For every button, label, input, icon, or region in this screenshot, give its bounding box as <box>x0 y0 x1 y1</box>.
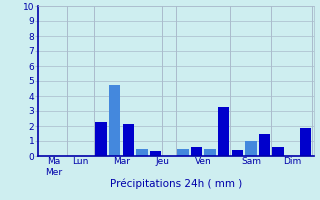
Bar <box>245 141 257 156</box>
Bar <box>109 85 121 156</box>
Bar <box>177 149 188 156</box>
Bar <box>272 147 284 156</box>
Bar <box>231 150 243 156</box>
Bar <box>95 121 107 156</box>
Bar <box>204 149 216 156</box>
X-axis label: Précipitations 24h ( mm ): Précipitations 24h ( mm ) <box>110 178 242 189</box>
Bar <box>191 147 202 156</box>
Bar <box>218 106 229 156</box>
Bar <box>136 149 148 156</box>
Bar <box>123 124 134 156</box>
Bar <box>150 151 161 156</box>
Bar <box>259 134 270 156</box>
Bar <box>300 128 311 156</box>
